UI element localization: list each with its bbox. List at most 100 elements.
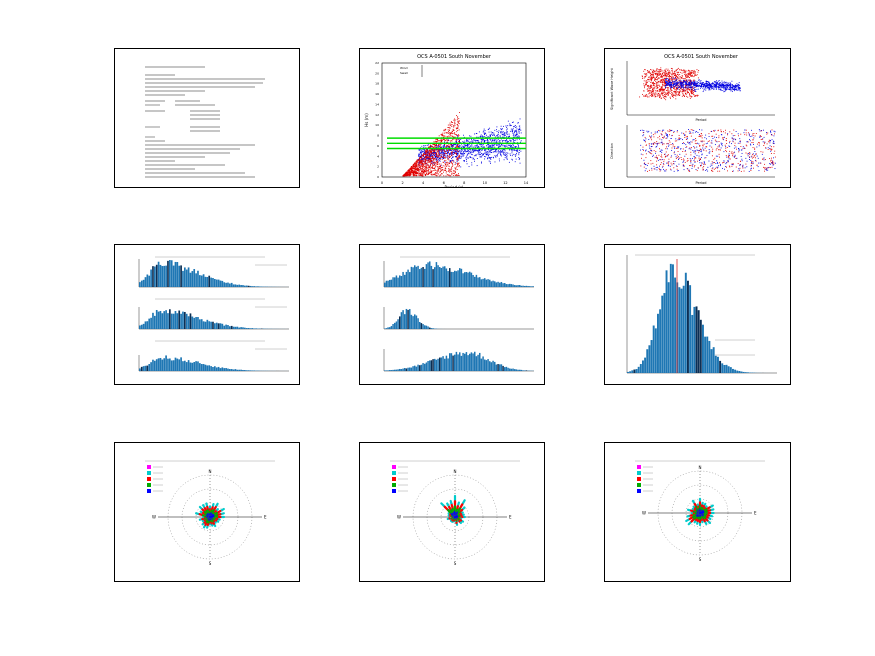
data-point xyxy=(735,131,737,132)
data-point xyxy=(516,128,518,130)
data-point xyxy=(437,169,439,171)
data-point xyxy=(468,152,470,154)
data-point xyxy=(734,89,736,91)
data-point xyxy=(411,168,413,170)
data-point xyxy=(405,173,407,175)
data-point xyxy=(515,135,517,137)
data-point xyxy=(659,81,661,83)
data-point xyxy=(479,153,481,155)
data-point xyxy=(491,139,493,141)
data-point xyxy=(415,164,416,166)
data-point xyxy=(693,90,695,92)
data-point xyxy=(711,146,713,148)
data-point xyxy=(445,172,447,174)
data-point xyxy=(661,90,663,92)
data-point xyxy=(420,155,422,157)
data-point xyxy=(479,136,481,138)
data-point xyxy=(457,130,459,132)
data-point xyxy=(482,136,484,138)
data-point xyxy=(644,85,646,87)
data-point xyxy=(476,150,478,152)
data-point xyxy=(479,150,481,152)
data-point xyxy=(441,173,442,175)
data-point xyxy=(452,159,454,161)
data-point xyxy=(437,166,438,168)
data-point xyxy=(456,158,458,159)
data-point xyxy=(438,169,440,171)
data-point xyxy=(423,146,425,148)
data-point xyxy=(643,134,645,136)
data-point xyxy=(698,134,700,135)
data-point xyxy=(685,94,687,96)
data-point xyxy=(440,140,442,142)
data-point xyxy=(649,92,651,94)
data-point xyxy=(487,141,488,143)
data-point xyxy=(433,143,435,145)
data-point xyxy=(684,89,686,91)
data-point xyxy=(453,160,455,162)
data-point xyxy=(481,146,483,148)
data-point xyxy=(692,82,694,84)
data-point xyxy=(688,82,689,84)
data-point xyxy=(433,163,435,165)
data-point xyxy=(657,93,659,94)
data-point xyxy=(714,84,716,86)
data-point xyxy=(429,157,431,159)
data-point xyxy=(448,149,450,151)
data-point xyxy=(735,85,737,87)
data-point xyxy=(434,169,436,171)
data-point xyxy=(675,94,677,96)
data-point xyxy=(695,85,697,87)
data-point xyxy=(731,88,733,90)
data-point xyxy=(463,144,465,146)
data-point xyxy=(505,145,507,147)
data-point xyxy=(732,155,733,157)
data-point xyxy=(490,157,492,159)
data-point xyxy=(690,162,692,164)
data-point xyxy=(670,87,672,89)
data-point xyxy=(466,154,468,156)
data-point xyxy=(652,89,654,91)
data-point xyxy=(451,135,453,137)
data-point xyxy=(508,136,510,138)
data-point xyxy=(700,136,702,138)
data-point xyxy=(669,76,671,78)
data-point xyxy=(477,141,479,143)
data-point xyxy=(658,81,660,83)
data-point xyxy=(474,145,476,147)
data-point xyxy=(687,92,688,94)
data-point xyxy=(683,87,685,89)
data-point xyxy=(488,160,490,162)
data-point xyxy=(665,68,667,70)
data-point xyxy=(440,147,442,149)
data-point xyxy=(659,94,660,96)
data-point xyxy=(756,146,758,148)
data-point xyxy=(428,155,430,157)
data-point xyxy=(457,135,459,137)
data-point xyxy=(428,161,430,163)
data-point xyxy=(407,172,409,174)
data-point xyxy=(423,165,425,166)
data-point xyxy=(459,165,460,167)
data-point xyxy=(671,77,673,79)
data-point xyxy=(685,86,686,88)
data-point xyxy=(767,147,769,149)
data-point xyxy=(424,162,426,164)
data-point xyxy=(418,155,420,157)
data-point xyxy=(697,77,699,79)
data-point xyxy=(428,167,430,169)
data-point xyxy=(686,84,688,85)
data-point xyxy=(465,157,467,159)
data-point xyxy=(412,164,414,166)
data-point xyxy=(701,85,702,87)
data-point xyxy=(518,129,519,131)
data-point xyxy=(424,173,426,175)
data-point xyxy=(506,155,508,157)
data-point xyxy=(494,150,496,152)
data-point xyxy=(718,146,720,148)
data-point xyxy=(648,86,650,88)
data-point xyxy=(643,80,645,82)
data-point xyxy=(469,141,471,143)
data-point xyxy=(499,160,500,162)
data-point xyxy=(501,144,503,146)
